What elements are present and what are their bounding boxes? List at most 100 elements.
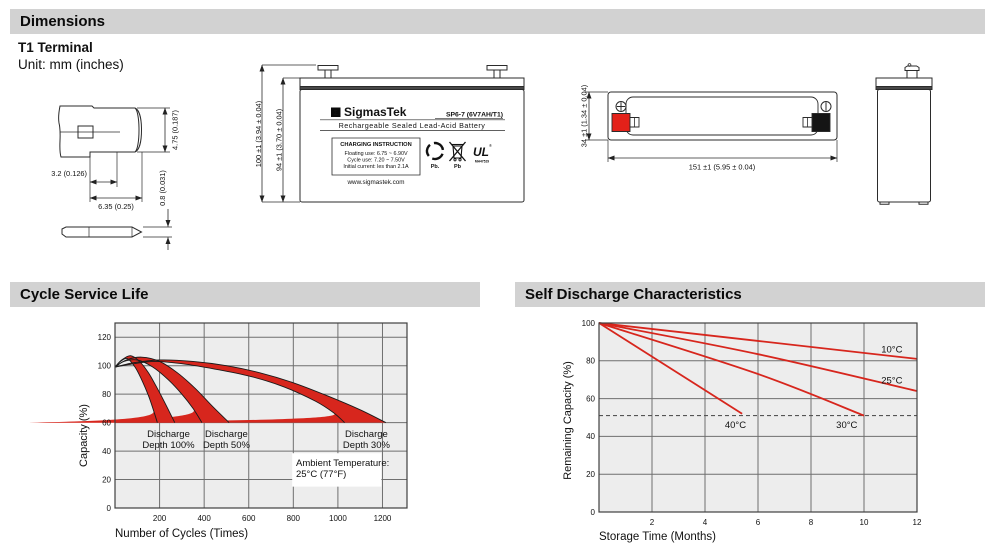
positive-terminal — [612, 114, 630, 132]
chart-annotation: Depth 100% — [142, 440, 195, 451]
chart-annotation: 25°C (77°F) — [296, 469, 346, 480]
y-tick-label: 60 — [102, 418, 111, 427]
x-tick-label: 2 — [650, 518, 655, 527]
x-tick-label: 8 — [809, 518, 814, 527]
top-view-case — [608, 92, 837, 140]
x-tick-label: 600 — [242, 514, 256, 523]
dim-hole-offset: 3.2 (0.126) — [51, 169, 87, 178]
ul-mark-letters: UL — [473, 145, 489, 159]
ul-registered-mark: ® — [489, 143, 492, 148]
cycle-service-life-chart: 0 20 40 60 80 100 120 200 400 600 800 1000 1200 Numbe… — [28, 322, 408, 540]
side-lid — [876, 78, 932, 87]
band-edge — [114, 357, 158, 423]
x-tick-label: 1000 — [329, 514, 347, 523]
annotation-box — [292, 453, 382, 487]
band-edge — [114, 359, 203, 423]
band-edge — [114, 360, 345, 423]
side-view-drawing — [855, 48, 975, 218]
brand-name: SigmasTek — [344, 105, 407, 119]
x-tick-label: 1200 — [374, 514, 392, 523]
battery-lid — [300, 78, 524, 87]
band-edge — [114, 355, 176, 423]
y-tick-label: 40 — [102, 447, 111, 456]
dimensions-header: Dimensions — [10, 9, 985, 34]
charging-line-2: Cycle use: 7.20 ~ 7.50V — [347, 158, 405, 164]
pb-bin-icon: Pb — [450, 142, 466, 170]
dim-tab-height: 4.75 (0.187) — [171, 110, 180, 150]
chart-annotation: Discharge — [345, 429, 388, 440]
y-axis-title: Capacity (%) — [78, 404, 90, 467]
dim-overall-height: 100 ±1 (3.94 ± 0.04) — [254, 101, 263, 167]
positive-terminal-mark — [616, 102, 626, 112]
product-type: Rechargeable Sealed Lead-Acid Battery — [339, 121, 486, 130]
ul-mark-icon: UL ® MH47529 — [473, 143, 492, 164]
series-line-30°C — [598, 322, 865, 417]
discharge-band — [28, 355, 175, 423]
battery-body — [300, 90, 524, 203]
y-tick-label: 40 — [586, 432, 595, 441]
series-label: 40°C — [725, 420, 746, 431]
plot-frame — [598, 322, 918, 513]
charging-line-1: Floating use: 6.75 ~ 6.90V — [344, 151, 407, 157]
chart-annotation: Discharge — [147, 429, 190, 440]
y-tick-label: 100 — [98, 361, 112, 370]
y-tick-label: 100 — [582, 319, 596, 328]
brand-logo-icon — [331, 107, 341, 117]
x-tick-label: 4 — [703, 518, 708, 527]
y-axis-title: Remaining Capacity (%) — [562, 361, 574, 480]
charging-title: CHARGING INSTRUCTION — [340, 142, 411, 148]
website-text: www.sigmastek.com — [346, 179, 404, 186]
dim-case-height: 94 ±1 (3.70 ± 0.04) — [275, 109, 284, 171]
y-tick-label: 60 — [586, 394, 595, 403]
charging-instruction-box — [332, 138, 420, 175]
series-label: 25°C — [881, 375, 902, 386]
side-body — [878, 90, 931, 203]
series-label: 30°C — [836, 420, 857, 431]
chart-annotation: Depth 30% — [343, 440, 391, 451]
top-view-drawing: 151 ±1 (5.95 ± 0.04) 34 ±1 (1.34 ± 0.04) — [580, 85, 865, 172]
negative-terminal — [812, 114, 830, 132]
front-view-drawing: Σ SigmasTek SP6-7 (6V7AH/T1) Rechargeabl… — [254, 48, 550, 226]
series-label: 10°C — [881, 344, 902, 355]
dim-tab-width: 6.35 (0.25) — [98, 202, 134, 211]
charging-line-3: Initial current: les than 2.1A — [343, 164, 409, 170]
y-tick-label: 20 — [586, 470, 595, 479]
self-discharge-chart: 10°C 25°C 30°C 40°C 0 20 40 60 80 100 2 4 6 8 10 12 Stor… — [562, 319, 922, 543]
plot-frame — [114, 322, 408, 509]
terminal-detail-drawing: 4.75 (0.187) 3.2 (0.126) 6.35 (0.25) 0.8… — [51, 95, 180, 260]
x-tick-label: 800 — [287, 514, 301, 523]
negative-terminal-mark — [821, 102, 831, 112]
x-tick-label: 200 — [153, 514, 167, 523]
dim-length: 151 ±1 (5.95 ± 0.04) — [689, 163, 755, 172]
x-tick-label: 10 — [860, 518, 869, 527]
terminal-profile — [59, 106, 142, 157]
terminal-flat-view — [62, 227, 142, 237]
self-discharge-header: Self Discharge Characteristics — [515, 282, 985, 307]
dim-width: 34 ±1 (1.34 ± 0.04) — [580, 85, 589, 147]
x-tick-label: 6 — [756, 518, 761, 527]
discharge-band — [28, 359, 386, 423]
pb-bin-label: Pb — [454, 164, 462, 170]
discharge-band — [28, 357, 230, 423]
x-axis-title: Storage Time (Months) — [599, 531, 716, 543]
y-tick-label: 80 — [102, 390, 111, 399]
x-axis-title: Number of Cycles (Times) — [115, 528, 248, 540]
battery-terminals — [318, 66, 507, 79]
y-tick-label: 0 — [107, 504, 112, 513]
series-line-40°C — [598, 322, 743, 415]
y-tick-label: 0 — [591, 508, 596, 517]
chart-annotation: Depth 50% — [203, 440, 251, 451]
model-number: SP6-7 (6V7AH/T1) — [446, 112, 503, 119]
pb-recycle-icon: Pb. — [425, 141, 446, 170]
series-line-25°C — [598, 322, 918, 392]
band-edge — [114, 356, 230, 423]
unit-note: Unit: mm (inches) — [18, 57, 124, 72]
chart-annotation: Ambient Temperature: — [296, 458, 389, 469]
cycle-life-header: Cycle Service Life — [10, 282, 480, 307]
y-tick-label: 20 — [102, 475, 111, 484]
x-tick-label: 12 — [913, 518, 922, 527]
brand-logo-glyph: Σ — [334, 110, 338, 117]
pb-recycle-label: Pb. — [431, 164, 440, 170]
chart-annotation: Discharge — [205, 429, 248, 440]
